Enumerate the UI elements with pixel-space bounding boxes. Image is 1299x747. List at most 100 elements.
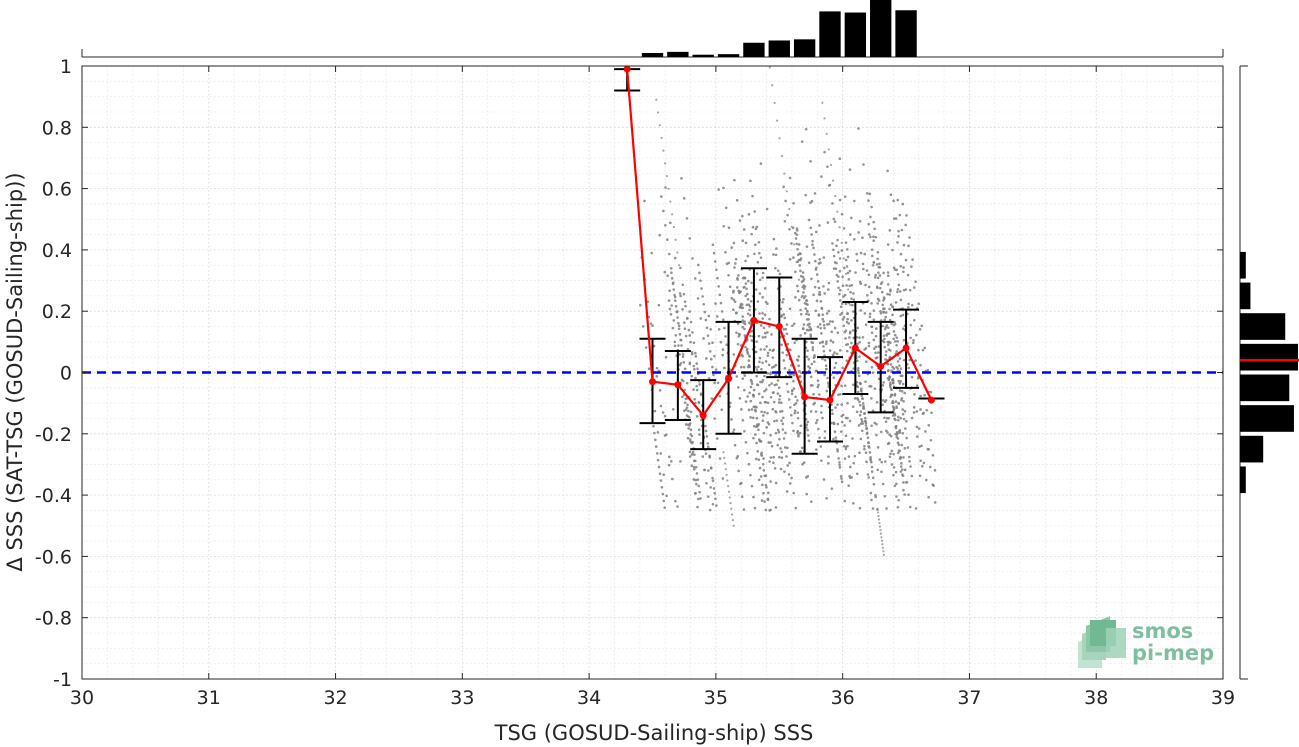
scatter-point <box>846 317 849 321</box>
scatter-point <box>890 388 893 392</box>
scatter-point <box>743 327 746 331</box>
scatter-point <box>896 415 900 419</box>
scatter-point <box>880 536 883 539</box>
scatter-point <box>743 374 747 377</box>
scatter-point <box>910 265 913 268</box>
scatter-point <box>766 491 770 495</box>
scatter-point <box>877 514 880 518</box>
scatter-point <box>796 416 800 420</box>
scatter-point <box>745 287 748 291</box>
scatter-point <box>756 424 760 428</box>
scatter-point <box>902 288 906 292</box>
scatter-point <box>662 499 666 503</box>
scatter-point <box>737 469 740 473</box>
scatter-point <box>701 295 704 298</box>
scatter-point <box>911 258 914 261</box>
x-histogram-bar <box>641 53 664 57</box>
scatter-point <box>763 313 767 317</box>
scatter-point <box>809 159 812 163</box>
scatter-point <box>814 259 817 263</box>
scatter-point <box>902 417 906 421</box>
scatter-point <box>812 246 815 250</box>
scatter-point <box>754 288 758 291</box>
scatter-point <box>830 408 834 412</box>
scatter-point <box>778 137 781 140</box>
scatter-point <box>762 457 765 460</box>
scatter-point <box>707 495 710 498</box>
scatter-point <box>855 259 859 262</box>
scatter-point <box>901 382 905 386</box>
scatter-point <box>860 429 864 433</box>
scatter-point <box>815 419 819 422</box>
scatter-point <box>740 495 744 498</box>
scatter-point <box>768 317 771 321</box>
scatter-point <box>896 241 899 244</box>
scatter-point <box>891 248 894 252</box>
scatter-point <box>795 358 799 361</box>
scatter-point <box>842 257 845 260</box>
scatter-point <box>791 421 794 425</box>
scatter-point <box>846 312 849 315</box>
scatter-point <box>657 303 661 307</box>
scatter-point <box>881 384 885 387</box>
scatter-point <box>844 434 848 438</box>
scatter-point <box>852 461 856 465</box>
scatter-point <box>749 179 752 183</box>
scatter-point <box>846 271 850 275</box>
scatter-point <box>773 466 777 470</box>
scatter-point <box>693 459 697 463</box>
scatter-point <box>823 430 827 433</box>
scatter-point <box>746 451 749 455</box>
scatter-point <box>723 462 727 465</box>
scatter-point <box>793 231 797 235</box>
scatter-point <box>782 359 786 362</box>
scatter-point <box>758 360 761 364</box>
scatter-point <box>849 290 852 294</box>
scatter-point <box>876 302 879 305</box>
scatter-point <box>865 269 869 272</box>
scatter-point <box>801 271 805 274</box>
scatter-point <box>870 325 873 329</box>
scatter-point <box>697 401 701 405</box>
scatter-point <box>654 438 657 442</box>
scatter-point <box>832 248 835 252</box>
scatter-point <box>776 443 779 447</box>
scatter-point <box>687 328 691 332</box>
scatter-point <box>796 247 799 251</box>
scatter-point <box>818 323 822 326</box>
scatter-point <box>738 397 742 400</box>
scatter-point <box>769 456 773 459</box>
scatter-point <box>900 374 904 378</box>
scatter-point <box>732 298 736 301</box>
scatter-point <box>755 457 758 461</box>
scatter-point <box>779 447 782 450</box>
scatter-point <box>741 377 745 380</box>
y-histogram-bar <box>1240 282 1251 310</box>
scatter-point <box>749 399 753 403</box>
scatter-point <box>825 389 829 393</box>
scatter-point <box>697 428 701 432</box>
scatter-point <box>881 543 884 546</box>
scatter-point <box>820 306 824 310</box>
scatter-point <box>880 470 883 474</box>
scatter-point <box>669 221 672 225</box>
scatter-point <box>805 328 809 332</box>
scatter-point <box>752 405 755 409</box>
scatter-point <box>903 468 907 472</box>
scatter-point <box>755 441 758 445</box>
x-histogram-bar <box>717 54 740 57</box>
scatter-point <box>814 410 818 413</box>
scatter-point <box>868 192 872 196</box>
scatter-point <box>890 393 893 397</box>
scatter-point <box>896 290 899 294</box>
scatter-point <box>898 382 902 385</box>
scatter-point <box>781 351 785 354</box>
scatter-point <box>895 406 898 410</box>
scatter-point <box>726 479 729 482</box>
scatter-point <box>836 238 839 242</box>
scatter-point <box>894 470 898 474</box>
scatter-point <box>814 421 818 425</box>
scatter-point <box>778 398 781 401</box>
scatter-point <box>819 261 822 264</box>
scatter-point <box>877 299 881 302</box>
